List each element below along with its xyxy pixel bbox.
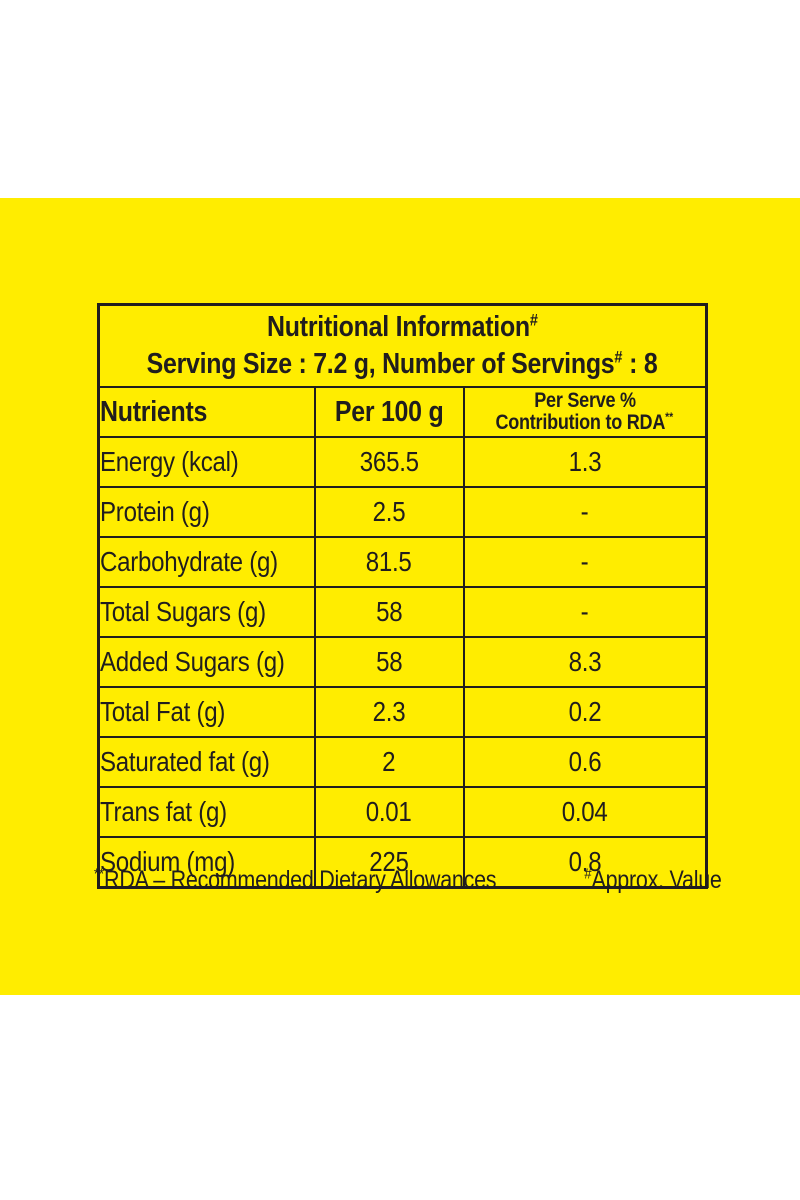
rda-superscript: ** [665,410,674,424]
table-title-cell: Nutritional Information# Serving Size : … [97,303,708,388]
row-per-100g: 81.5 [313,536,465,588]
table-header-block: Nutritional Information# Serving Size : … [97,303,708,388]
table-row-total-fat: Total Fat (g) 2.3 0.2 [97,686,708,738]
table-row-carbohydrate: Carbohydrate (g) 81.5 - [97,536,708,588]
table-row-saturated-fat: Saturated fat (g) 2 0.6 [97,736,708,788]
row-per-serve-rda: - [462,486,708,538]
row-per-100g: 225 [313,836,465,889]
nutrition-table: Nutritional Information# Serving Size : … [97,303,709,889]
row-per-100g: 2.3 [313,686,465,738]
row-label: Total Sugars (g) [97,586,316,638]
row-per-serve-rda: 0.8 [462,836,708,889]
footnote-rda-text: RDA – Recommended Dietary Allowances [104,866,497,894]
col-header-nutrients: Nutrients [97,386,316,438]
serving-size-text: Serving Size : 7.2 g, Number of Servings [147,348,615,380]
row-label: Trans fat (g) [97,786,316,838]
footnote-approx-text: Approx. Value [591,866,722,894]
col-header-per-serve-rda: Per Serve % Contribution to RDA** [462,386,708,438]
row-per-100g: 0.01 [313,786,465,838]
row-label: Sodium (mg) [97,836,316,889]
footnote-approx: #Approx. Value [584,865,722,895]
footnote-rda: **RDA – Recommended Dietary Allowances [94,865,497,895]
yellow-panel: Nutritional Information# Serving Size : … [0,198,800,995]
row-per-serve-rda: 1.3 [462,436,708,488]
footnote-approx-superscript: # [584,865,592,883]
row-label: Saturated fat (g) [97,736,316,788]
row-per-serve-rda: 0.04 [462,786,708,838]
title-superscript: # [529,310,538,330]
row-per-serve-rda: - [462,536,708,588]
row-per-100g: 365.5 [313,436,465,488]
row-label: Added Sugars (g) [97,636,316,688]
row-label: Energy (kcal) [97,436,316,488]
table-row-protein: Protein (g) 2.5 - [97,486,708,538]
table-row-added-sugars: Added Sugars (g) 58 8.3 [97,636,708,688]
per-serve-line2: Contribution to RDA [495,411,666,434]
table-title-text: Nutritional Information [267,311,530,343]
serving-superscript: # [614,347,623,367]
footnote-rda-superscript: ** [94,865,105,883]
serving-count-text: : 8 [622,348,659,380]
footnote: **RDA – Recommended Dietary Allowances #… [94,865,722,895]
row-per-serve-rda: 0.2 [462,686,708,738]
table-title: Nutritional Information# [101,309,705,346]
row-label: Protein (g) [97,486,316,538]
column-header-row: Nutrients Per 100 g Per Serve % Contribu… [97,386,708,438]
table-row-energy: Energy (kcal) 365.5 1.3 [97,436,708,488]
row-label: Carbohydrate (g) [97,536,316,588]
row-per-100g: 2.5 [313,486,465,538]
table-row-total-sugars: Total Sugars (g) 58 - [97,586,708,638]
row-per-serve-rda: 0.6 [462,736,708,788]
row-per-100g: 58 [313,586,465,638]
row-per-100g: 58 [313,636,465,688]
row-per-100g: 2 [313,736,465,788]
col-header-per-100g: Per 100 g [313,386,465,438]
row-per-serve-rda: - [462,586,708,638]
per-serve-line1: Per Serve % [533,389,636,412]
row-label: Total Fat (g) [97,686,316,738]
table-row-sodium: Sodium (mg) 225 0.8 [97,836,708,889]
row-per-serve-rda: 8.3 [462,636,708,688]
serving-size-line: Serving Size : 7.2 g, Number of Servings… [101,346,705,383]
table-row-trans-fat: Trans fat (g) 0.01 0.04 [97,786,708,838]
